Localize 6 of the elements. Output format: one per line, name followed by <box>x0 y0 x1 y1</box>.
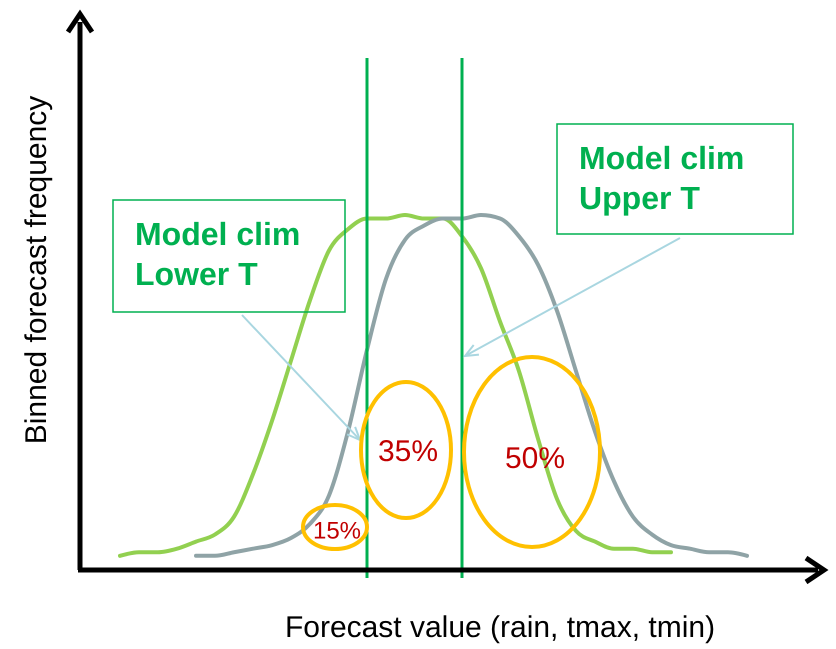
annotation: 15% <box>312 517 362 544</box>
annotation: 35% <box>378 434 438 468</box>
y-axis-title: Binned forecast frequency <box>20 96 53 444</box>
annotation: Model clim Lower T <box>135 216 300 292</box>
x-axis-title: Forecast value (rain, tmax, tmin) <box>284 611 716 644</box>
annotation: Model clim Upper T <box>579 140 744 216</box>
